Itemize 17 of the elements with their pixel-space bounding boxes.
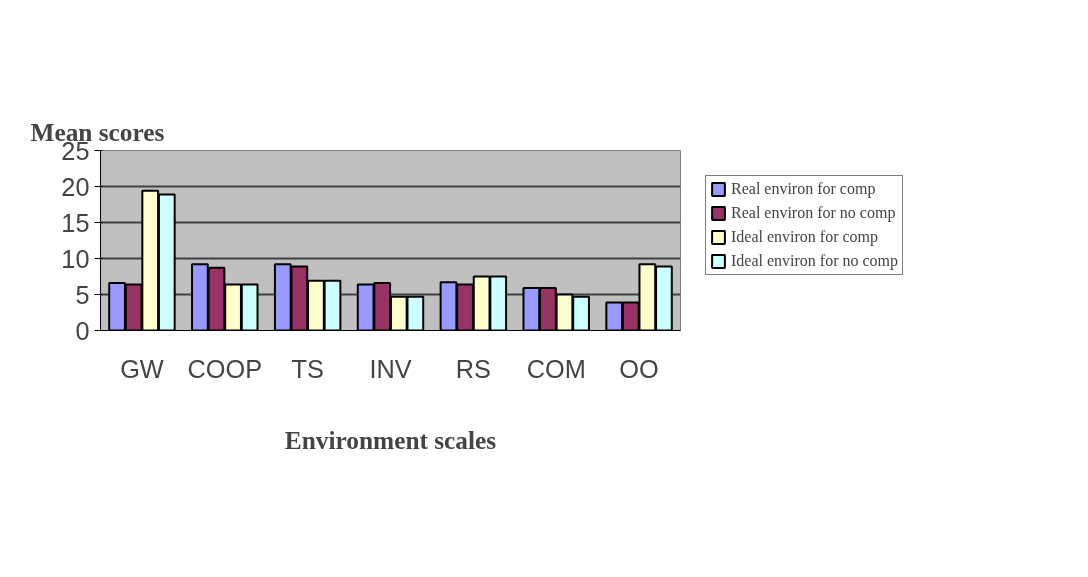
x-tick-label: OO xyxy=(619,354,659,383)
x-tick-label: RS xyxy=(455,354,491,383)
x-tick-label: GW xyxy=(120,354,164,383)
y-tick-label: 15 xyxy=(61,208,90,237)
y-tick-label: 5 xyxy=(75,280,90,309)
x-tick-label: COM xyxy=(526,354,586,383)
x-axis-title: Environment scales xyxy=(284,425,497,454)
y-tick-label: 0 xyxy=(75,316,90,345)
y-tick-label: 10 xyxy=(61,244,90,273)
legend-label: Real environ for comp xyxy=(731,180,876,198)
legend-label: Ideal environ for no comp xyxy=(731,252,899,270)
legend-label: Ideal environ for comp xyxy=(731,228,879,246)
y-tick-label: 20 xyxy=(61,172,90,201)
x-tick-label: INV xyxy=(369,354,412,383)
legend-label: Real environ for no comp xyxy=(731,204,896,222)
x-tick-label: COOP xyxy=(187,354,263,383)
x-tick-label: TS xyxy=(291,354,324,383)
